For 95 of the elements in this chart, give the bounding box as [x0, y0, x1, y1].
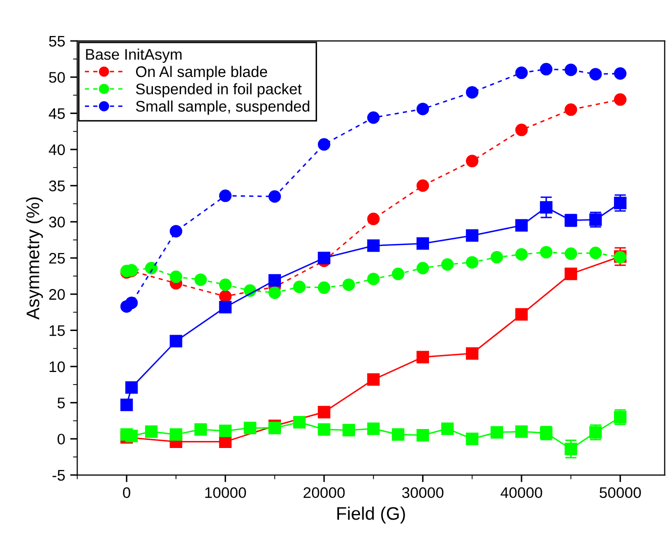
point — [466, 256, 478, 269]
point — [145, 262, 158, 274]
point — [515, 308, 528, 321]
y-axis-title: Asymmetry (%) — [26, 197, 43, 320]
point — [540, 62, 552, 76]
point — [318, 281, 330, 294]
point — [441, 422, 454, 435]
point — [466, 154, 478, 168]
point — [416, 179, 430, 192]
y-tick-label: 40 — [48, 144, 65, 156]
point — [367, 239, 380, 252]
point — [170, 428, 182, 441]
point — [219, 190, 232, 202]
point — [515, 425, 528, 438]
point — [125, 381, 138, 394]
x-tick-label: 40000 — [500, 487, 542, 498]
point — [540, 201, 552, 214]
y-tick-label: 10 — [50, 361, 65, 372]
point — [318, 406, 330, 418]
x-tick-label: 10000 — [205, 487, 246, 498]
y-tick-label: 0 — [58, 434, 65, 445]
legend-label: On Al sample blade — [136, 66, 268, 80]
point — [293, 280, 306, 294]
point — [244, 422, 256, 434]
point — [540, 246, 552, 258]
point — [466, 347, 478, 360]
point — [466, 432, 478, 446]
point — [219, 300, 232, 314]
point — [219, 424, 232, 438]
point — [564, 64, 578, 76]
point — [564, 247, 578, 260]
point — [392, 428, 404, 441]
point — [268, 190, 281, 203]
y-tick-label: 15 — [50, 325, 65, 336]
point — [564, 442, 578, 456]
point — [367, 272, 380, 286]
point — [293, 416, 306, 428]
point — [515, 219, 528, 232]
legend-label: Small sample, suspended — [136, 100, 310, 115]
point — [219, 278, 232, 292]
y-tick-label: 5 — [58, 398, 65, 408]
point — [441, 258, 454, 271]
point — [589, 68, 602, 80]
x-tick-label: 0 — [122, 487, 130, 498]
point — [392, 268, 404, 280]
point — [490, 426, 504, 439]
point — [614, 93, 626, 106]
point — [125, 430, 138, 442]
point — [318, 423, 330, 436]
y-tick-label: 30 — [49, 216, 65, 228]
x-axis-title: Field (G) — [337, 506, 405, 524]
legend-title: Base InitAsym — [86, 48, 182, 63]
point — [367, 373, 380, 386]
point — [589, 246, 602, 260]
y-tick-label: 35 — [49, 180, 65, 192]
y-tick-label: 55 — [49, 36, 65, 47]
point — [170, 334, 182, 348]
point — [367, 422, 380, 435]
point — [318, 138, 330, 151]
y-tick-label: 50 — [49, 72, 65, 83]
point — [416, 237, 430, 250]
point — [614, 196, 626, 210]
x-tick-label: 20000 — [304, 487, 345, 498]
y-tick-label: 20 — [49, 289, 65, 300]
x-tick-label: 50000 — [600, 487, 641, 498]
point — [120, 398, 133, 412]
point — [367, 111, 380, 124]
point — [490, 251, 504, 264]
y-tick-label: 25 — [49, 252, 65, 264]
point — [170, 224, 182, 238]
legend-label: Suspended in foil packet — [136, 83, 302, 98]
point — [614, 67, 626, 80]
point — [416, 102, 430, 116]
point — [318, 252, 330, 264]
point — [416, 262, 430, 274]
point — [515, 66, 528, 80]
point — [125, 296, 138, 310]
point — [515, 248, 528, 261]
point — [416, 428, 430, 442]
point — [515, 124, 528, 136]
point — [145, 425, 158, 438]
point — [194, 423, 207, 436]
point — [466, 229, 478, 242]
point — [342, 278, 355, 292]
point — [564, 103, 578, 116]
point — [564, 268, 578, 280]
point — [416, 350, 430, 364]
y-tick-label: 45 — [48, 108, 65, 119]
point — [342, 424, 355, 436]
point — [466, 86, 478, 99]
x-tick-label: 30000 — [402, 487, 444, 498]
point — [194, 273, 207, 286]
y-tick-label: -5 — [52, 470, 65, 481]
point — [367, 212, 380, 226]
point — [170, 270, 182, 284]
